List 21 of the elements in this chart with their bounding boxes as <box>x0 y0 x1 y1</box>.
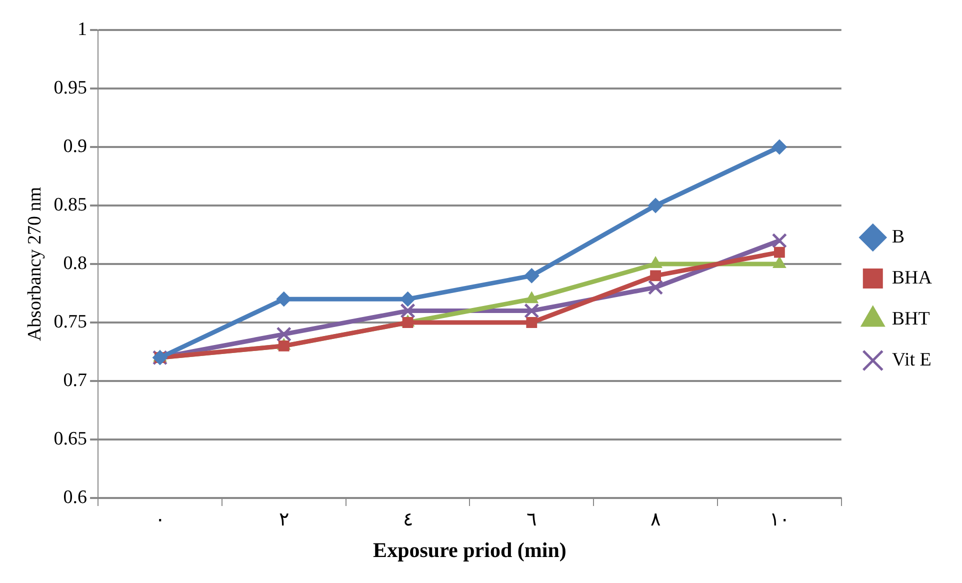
legend-label: BHA <box>892 267 932 288</box>
x-tick-label: ١٠ <box>769 509 790 530</box>
y-tick-label: 0.75 <box>54 311 88 332</box>
legend-label: BHT <box>892 308 930 330</box>
legend-label: B <box>892 226 905 248</box>
y-tick-label: 0.6 <box>63 486 88 508</box>
y-tick-label: 0.9 <box>63 136 88 157</box>
x-tick-label: ٢ <box>278 509 289 530</box>
y-tick-label: 0.65 <box>54 428 88 450</box>
y-axis-title: Absorbancy 270 nm <box>24 186 46 342</box>
y-tick-label: 0.8 <box>63 252 88 274</box>
x-tick-label: ٠ <box>154 509 165 530</box>
y-tick-label: 0.7 <box>63 370 88 391</box>
y-tick-label: 1 <box>78 18 88 40</box>
x-tick-label: ٨ <box>650 509 661 530</box>
legend-label: Vit E <box>892 349 932 370</box>
x-tick-label: ٦ <box>526 509 537 530</box>
x-axis-title: Exposure priod (min) <box>373 538 566 562</box>
y-tick-label: 0.95 <box>54 77 88 98</box>
x-tick-label: ٤ <box>402 509 413 530</box>
y-tick-label: 0.85 <box>54 194 88 216</box>
